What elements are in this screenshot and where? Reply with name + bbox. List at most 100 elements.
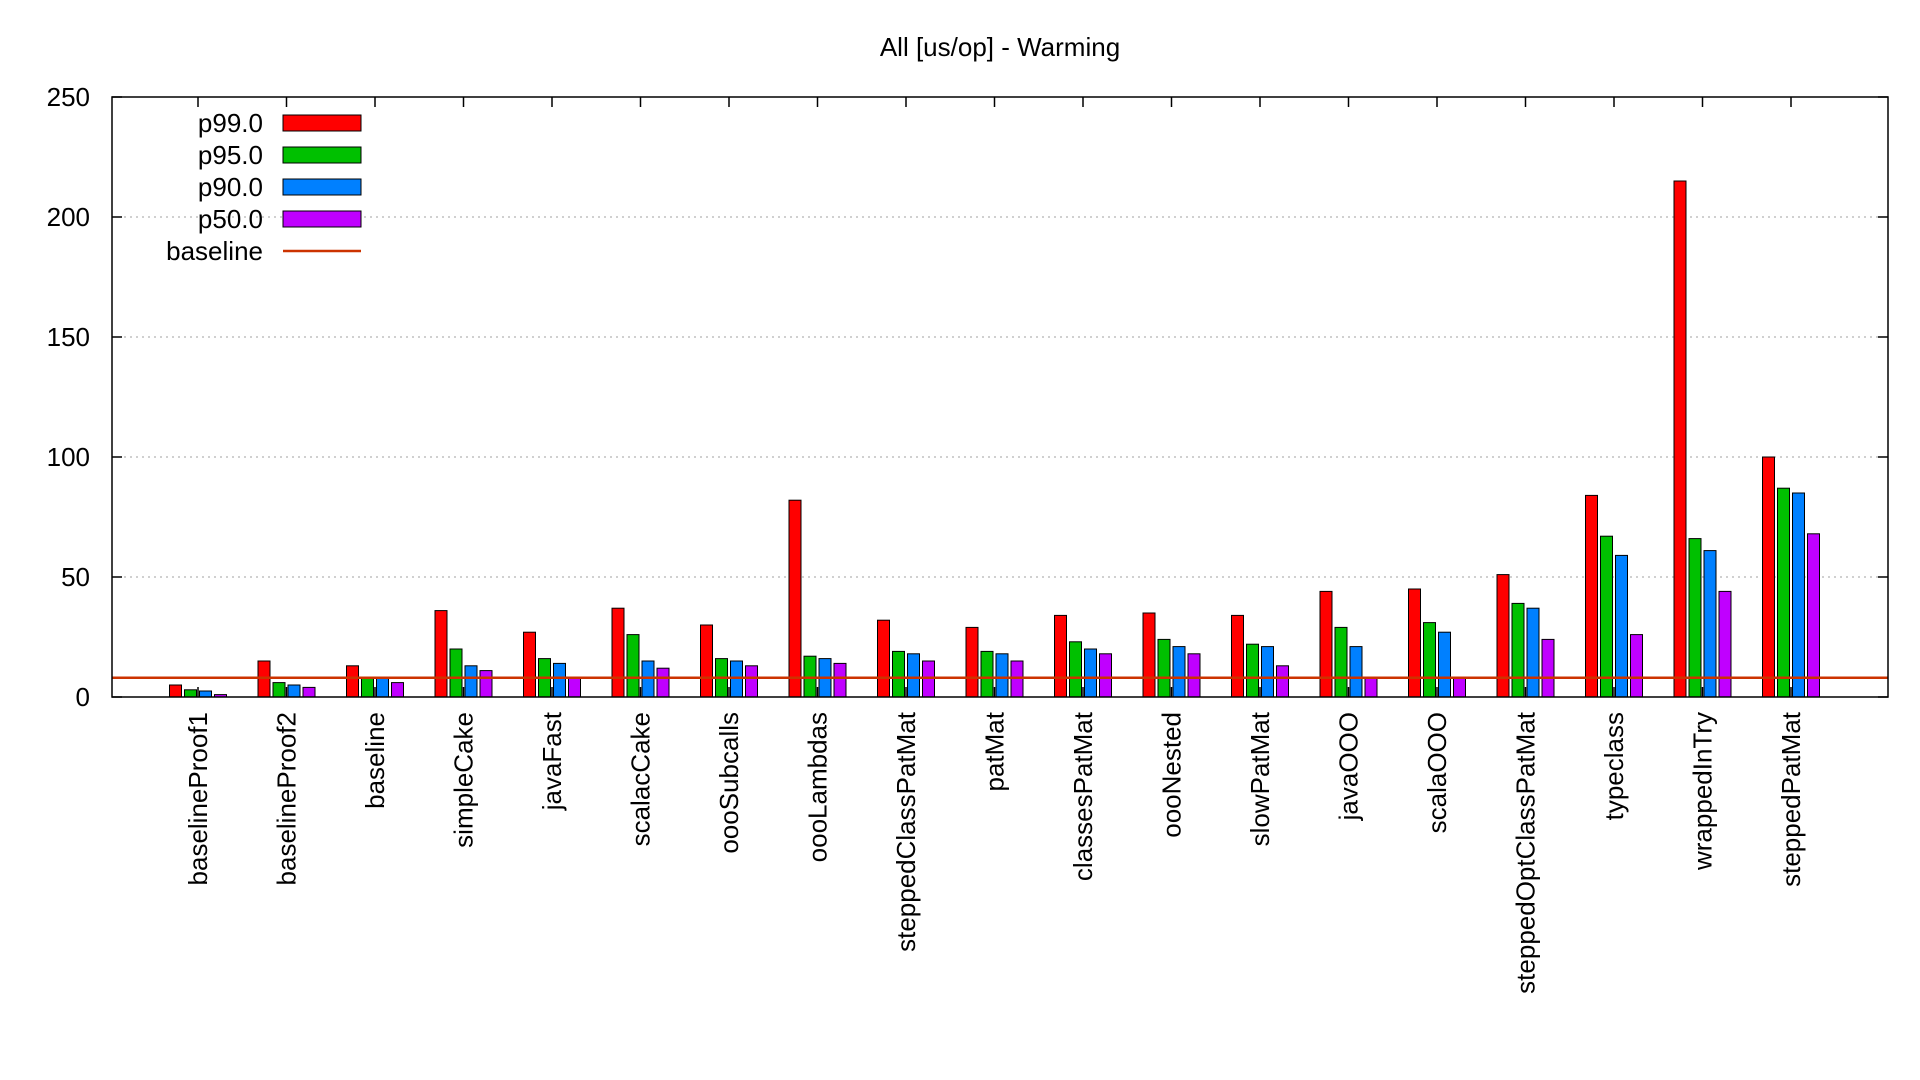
bar-simpleCake-p95.0 bbox=[449, 648, 463, 698]
bar-slowPatMat-p90.0 bbox=[1261, 646, 1274, 698]
bar-javaOOO-p50.0 bbox=[1364, 677, 1378, 698]
bar-javaOOO-p99.0 bbox=[1319, 590, 1333, 698]
bar-steppedOptClassPatMat-p95.0 bbox=[1511, 602, 1525, 698]
bar-scalacCake-p95.0 bbox=[626, 634, 640, 698]
x-tick-label: oooSubcalls bbox=[714, 712, 744, 854]
bar-oooSubcalls-p50.0 bbox=[745, 665, 758, 698]
bar-baseline-p90.0 bbox=[376, 677, 389, 698]
bar-javaFast-p99.0 bbox=[523, 631, 536, 698]
legend-swatch-p99.0 bbox=[282, 114, 362, 132]
x-tick-label: oooNested bbox=[1157, 712, 1187, 838]
x-tick-label: wrappedInTry bbox=[1688, 712, 1718, 871]
y-axis-ticks: 0 50 100 150 200 250 bbox=[47, 82, 1888, 712]
bar-scalaOOO-p95.0 bbox=[1423, 622, 1436, 698]
bar-baseline-p99.0 bbox=[346, 665, 359, 698]
bar-oooLambdas-p99.0 bbox=[788, 499, 802, 698]
x-axis-labels: baselineProof1 baselineProof2 baseline simp… bbox=[183, 97, 1806, 994]
bar-wrappedInTry-p99.0 bbox=[1673, 180, 1687, 698]
legend-label: p90.0 bbox=[198, 172, 263, 202]
x-tick-label: simpleCake bbox=[449, 712, 479, 848]
bar-typeclass-p99.0 bbox=[1585, 494, 1598, 698]
y-tick-label: 100 bbox=[47, 442, 90, 472]
bar-slowPatMat-p50.0 bbox=[1276, 665, 1289, 698]
bar-scalaOOO-p50.0 bbox=[1453, 677, 1466, 698]
bar-simpleCake-p90.0 bbox=[464, 665, 478, 698]
bar-steppedClassPatMat-p99.0 bbox=[877, 619, 890, 698]
bar-classesPatMat-p99.0 bbox=[1054, 614, 1067, 698]
bar-steppedPatMat-p95.0 bbox=[1777, 487, 1790, 698]
bar-steppedClassPatMat-p90.0 bbox=[907, 653, 920, 698]
bar-oooNested-p50.0 bbox=[1187, 653, 1201, 698]
bar-javaOOO-p90.0 bbox=[1349, 646, 1363, 698]
bar-scalacCake-p50.0 bbox=[656, 667, 670, 698]
x-tick-label: baseline bbox=[360, 712, 390, 809]
bar-slowPatMat-p99.0 bbox=[1231, 614, 1244, 698]
x-tick-label: baselineProof1 bbox=[183, 712, 213, 885]
bar-scalaOOO-p99.0 bbox=[1408, 588, 1421, 698]
bar-baseline-p50.0 bbox=[391, 682, 404, 698]
bar-baselineProof1-p95.0 bbox=[184, 689, 197, 698]
bars bbox=[169, 180, 1820, 698]
bar-scalaOOO-p90.0 bbox=[1438, 631, 1451, 698]
bar-oooSubcalls-p99.0 bbox=[700, 624, 713, 698]
bar-wrappedInTry-p90.0 bbox=[1703, 550, 1717, 698]
x-tick-label: steppedPatMat bbox=[1776, 711, 1806, 887]
bar-simpleCake-p99.0 bbox=[434, 610, 448, 698]
bar-steppedPatMat-p50.0 bbox=[1807, 533, 1820, 698]
bar-wrappedInTry-p50.0 bbox=[1718, 590, 1732, 698]
legend-swatch-p90.0 bbox=[282, 178, 362, 196]
bar-classesPatMat-p50.0 bbox=[1099, 653, 1112, 698]
bar-baseline-p95.0 bbox=[361, 677, 374, 698]
plot-frame bbox=[111, 96, 1889, 698]
bar-patMat-p90.0 bbox=[995, 653, 1009, 698]
bar-steppedPatMat-p90.0 bbox=[1792, 492, 1805, 698]
legend-label: p95.0 bbox=[198, 140, 263, 170]
bar-baselineProof1-p99.0 bbox=[169, 684, 182, 698]
bar-oooLambdas-p50.0 bbox=[833, 662, 847, 698]
y-tick-label: 150 bbox=[47, 322, 90, 352]
legend-label: p50.0 bbox=[198, 204, 263, 234]
x-tick-label: patMat bbox=[980, 711, 1010, 791]
x-tick-label: steppedClassPatMat bbox=[891, 711, 921, 952]
y-tick-label: 0 bbox=[76, 682, 90, 712]
bar-slowPatMat-p95.0 bbox=[1246, 643, 1259, 698]
y-tick-label: 250 bbox=[47, 82, 90, 112]
bar-steppedClassPatMat-p95.0 bbox=[892, 650, 905, 698]
y-tick-label: 50 bbox=[61, 562, 90, 592]
bar-typeclass-p95.0 bbox=[1600, 535, 1613, 698]
gridlines bbox=[112, 216, 1888, 578]
bar-classesPatMat-p90.0 bbox=[1084, 648, 1097, 698]
bar-javaFast-p50.0 bbox=[568, 677, 581, 698]
chart-title: All [us/op] - Warming bbox=[880, 32, 1120, 62]
x-tick-label: baselineProof2 bbox=[272, 712, 302, 885]
bar-oooNested-p95.0 bbox=[1157, 638, 1171, 698]
y-tick-label: 200 bbox=[47, 202, 90, 232]
bar-classesPatMat-p95.0 bbox=[1069, 641, 1082, 698]
bar-patMat-p99.0 bbox=[965, 626, 979, 698]
x-tick-label: javaOOO bbox=[1334, 712, 1364, 821]
bar-scalacCake-p99.0 bbox=[611, 607, 625, 698]
bar-baselineProof1-p90.0 bbox=[199, 690, 212, 698]
x-tick-label: steppedOptClassPatMat bbox=[1511, 711, 1541, 994]
x-tick-label: typeclass bbox=[1599, 712, 1629, 820]
bar-typeclass-p90.0 bbox=[1615, 554, 1628, 698]
bar-javaFast-p90.0 bbox=[553, 662, 566, 698]
bar-patMat-p95.0 bbox=[980, 650, 994, 698]
x-tick-label: oooLambdas bbox=[803, 712, 833, 862]
bar-simpleCake-p50.0 bbox=[479, 670, 493, 698]
bar-typeclass-p50.0 bbox=[1630, 634, 1643, 698]
bar-steppedPatMat-p99.0 bbox=[1762, 456, 1775, 698]
bar-steppedOptClassPatMat-p90.0 bbox=[1526, 607, 1540, 698]
legend-label: baseline bbox=[166, 236, 263, 266]
x-tick-label: javaFast bbox=[537, 711, 567, 811]
legend-swatch-p50.0 bbox=[282, 210, 362, 228]
bar-baselineProof2-p95.0 bbox=[272, 682, 286, 698]
x-tick-label: scalacCake bbox=[626, 712, 656, 846]
bar-baselineProof2-p90.0 bbox=[287, 684, 301, 698]
legend-label: p99.0 bbox=[198, 108, 263, 138]
bar-baselineProof2-p50.0 bbox=[302, 686, 316, 698]
bar-steppedOptClassPatMat-p50.0 bbox=[1541, 638, 1555, 698]
bar-oooNested-p99.0 bbox=[1142, 612, 1156, 698]
bar-wrappedInTry-p95.0 bbox=[1688, 538, 1702, 698]
